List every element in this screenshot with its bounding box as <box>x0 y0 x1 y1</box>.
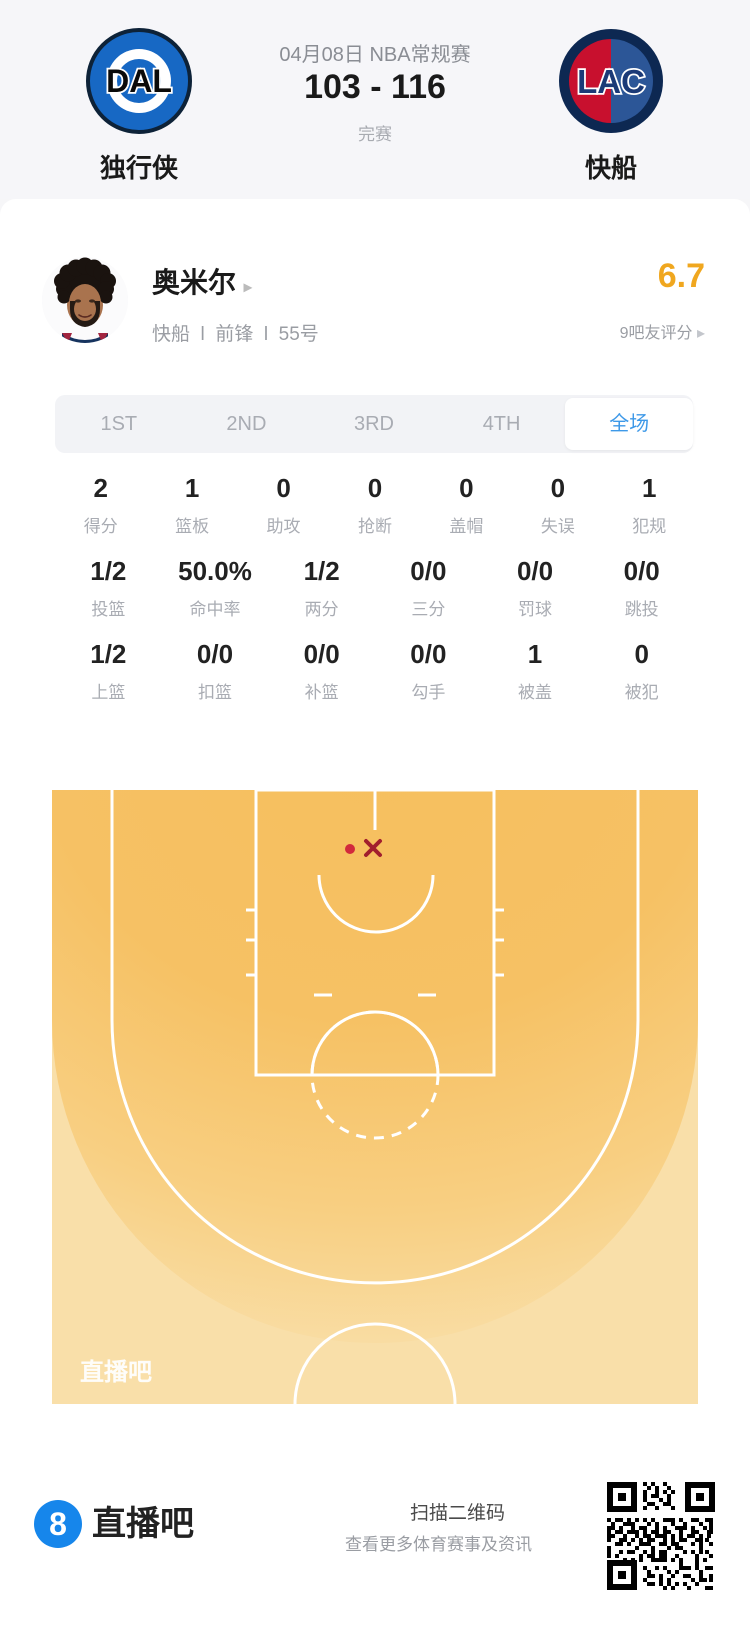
svg-text:直播吧: 直播吧 <box>80 1359 152 1386</box>
svg-text:DAL: DAL <box>106 63 172 99</box>
svg-text:LAC: LAC <box>577 63 645 100</box>
